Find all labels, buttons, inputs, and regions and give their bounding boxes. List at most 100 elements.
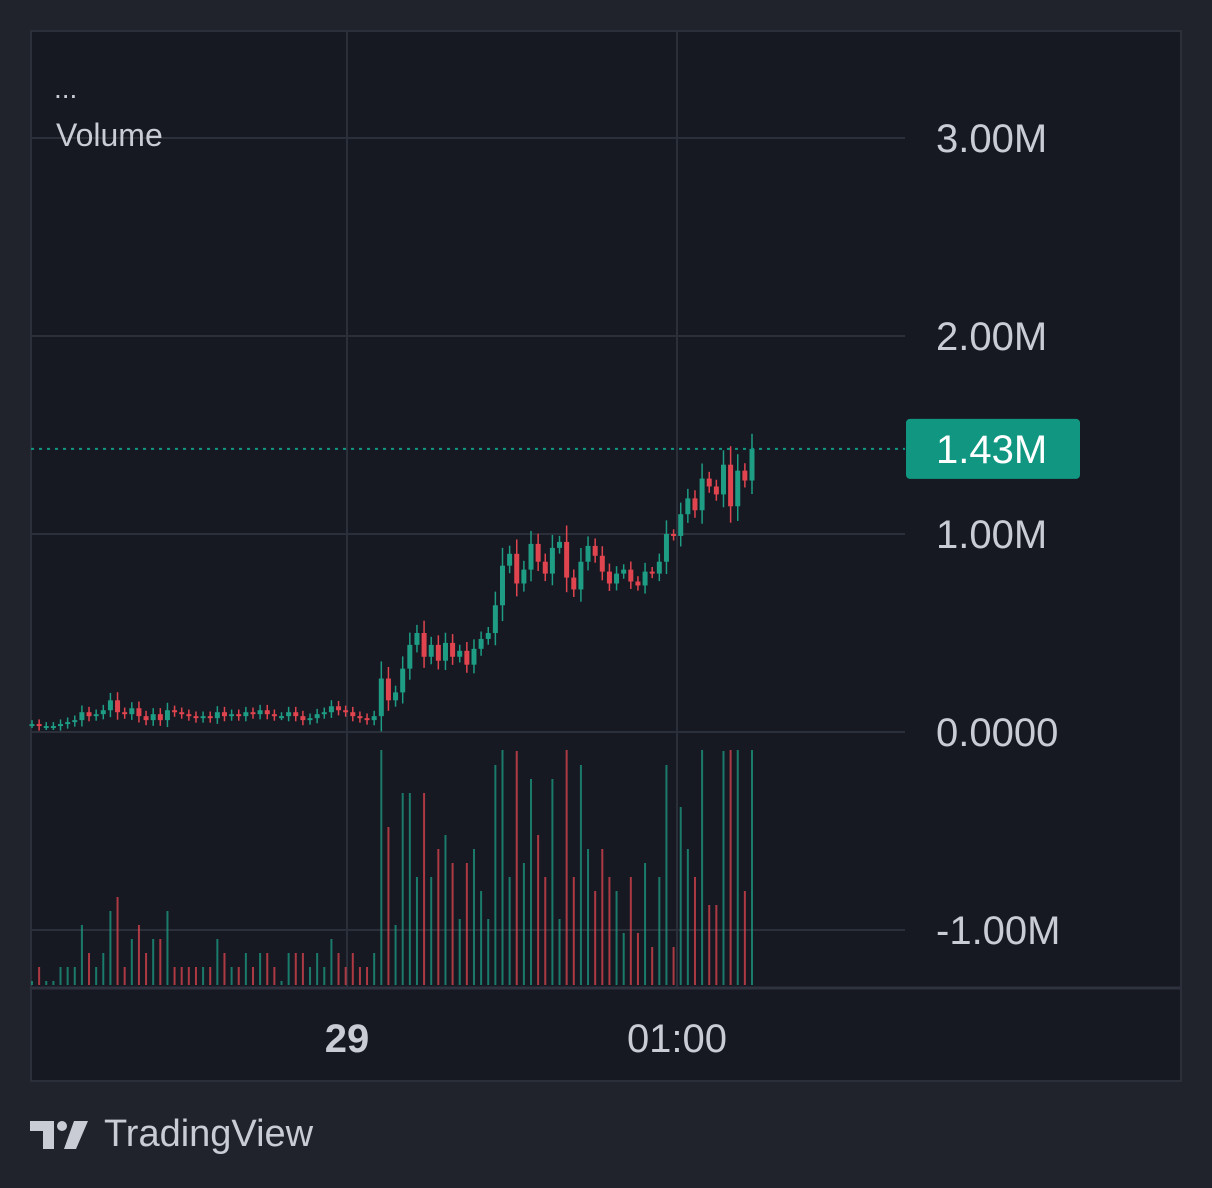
candle-body — [699, 478, 705, 511]
volume-bar — [80, 925, 83, 985]
volume-bar — [351, 953, 354, 985]
brand-footer[interactable]: TradingView — [30, 1106, 313, 1162]
volume-bar — [66, 967, 69, 985]
candle-body — [635, 581, 641, 586]
volume-bar — [130, 939, 133, 985]
candle-body — [485, 633, 491, 639]
volume-bar — [544, 877, 547, 985]
candle-body — [264, 710, 270, 715]
candle-body — [578, 561, 584, 590]
volume-bar — [273, 967, 276, 985]
candle-body — [186, 714, 192, 717]
volume-bar — [572, 877, 575, 985]
candle-body — [314, 714, 320, 719]
volume-bar — [508, 877, 511, 985]
legend-series-label: Volume — [56, 117, 163, 153]
candle-body — [478, 638, 484, 649]
volume-bar — [665, 765, 668, 985]
candle-body — [649, 571, 655, 574]
volume-bar — [451, 863, 454, 985]
volume-bar — [301, 953, 304, 985]
candle-body — [129, 708, 135, 715]
candle-body — [385, 678, 391, 701]
price-axis[interactable]: 3.00M 2.00M 1.00M 0.0000 -1.00M — [936, 117, 1061, 953]
candle-body — [628, 569, 634, 582]
candle-body — [521, 569, 527, 584]
volume-bar — [594, 891, 597, 985]
volume-bar — [629, 877, 632, 985]
volume-bar — [237, 967, 240, 985]
candle-body — [236, 714, 242, 717]
volume-bar — [551, 779, 554, 985]
candle-body — [421, 633, 427, 657]
legend-menu-button[interactable]: ... — [54, 73, 77, 104]
candle-body — [514, 553, 520, 584]
candle-body — [50, 726, 56, 729]
volume-bar — [109, 911, 112, 985]
volume-bar — [259, 953, 262, 985]
volume-bar — [501, 750, 504, 985]
volume-bar — [294, 953, 297, 985]
candle-body — [614, 573, 620, 584]
volume-bar — [159, 939, 162, 985]
volume-bar — [59, 967, 62, 985]
volume-bar — [309, 967, 312, 985]
last-price-tag: 1.43M — [906, 418, 1080, 479]
candle-body — [243, 712, 249, 717]
volume-bar — [216, 939, 219, 985]
chart-pane[interactable] — [30, 30, 1182, 1082]
candle-body — [428, 644, 434, 657]
candle-body — [221, 712, 227, 717]
volume-bar — [52, 981, 55, 985]
time-axis[interactable]: 29 01:00 — [325, 1017, 727, 1061]
volume-bar — [323, 967, 326, 985]
volume-bar — [722, 751, 725, 985]
candle-body — [557, 541, 563, 548]
volume-bar — [751, 750, 753, 985]
candle-body — [606, 571, 612, 584]
candle-body — [542, 561, 548, 574]
volume-bar — [415, 877, 418, 985]
volume-bar — [244, 953, 247, 985]
volume-bar — [708, 905, 711, 985]
volume-bar — [693, 877, 696, 985]
candle-body — [663, 534, 669, 562]
volume-bar — [102, 953, 105, 985]
volume-bar — [387, 827, 390, 985]
volume-bar — [430, 877, 433, 985]
volume-bar — [380, 750, 383, 985]
y-tick-label: 0.0000 — [936, 711, 1058, 755]
volume-bar — [636, 933, 639, 985]
candle-body — [442, 642, 448, 661]
volume-bar — [187, 967, 190, 985]
volume-bar — [287, 953, 290, 985]
volume-bar — [173, 967, 176, 985]
volume-bar — [458, 919, 461, 985]
candle-body — [293, 712, 299, 717]
volume-bar — [73, 967, 76, 985]
volume-bar — [672, 947, 675, 985]
candle-body — [642, 571, 648, 586]
x-tick-label: 29 — [325, 1017, 370, 1061]
volume-bar — [615, 891, 618, 985]
x-tick-label: 01:00 — [627, 1017, 727, 1061]
volume-bar — [38, 967, 41, 985]
candle-body — [400, 668, 406, 693]
volume-bar — [622, 933, 625, 985]
candle-body — [742, 470, 748, 481]
volume-bar — [444, 835, 447, 985]
candle-body — [706, 478, 712, 487]
volume-bar — [180, 967, 183, 985]
y-tick-label: 3.00M — [936, 117, 1047, 161]
candle-body — [172, 710, 178, 713]
brand-name: TradingView — [104, 1112, 314, 1155]
candle-body — [457, 650, 463, 657]
volume-bar — [494, 765, 497, 985]
candle-body — [599, 555, 605, 572]
candle-body — [357, 716, 363, 719]
candle-body — [450, 642, 456, 657]
candle-body — [656, 561, 662, 574]
volume-bar — [280, 981, 283, 985]
volume-bar — [587, 849, 590, 985]
candle-body — [378, 678, 384, 717]
